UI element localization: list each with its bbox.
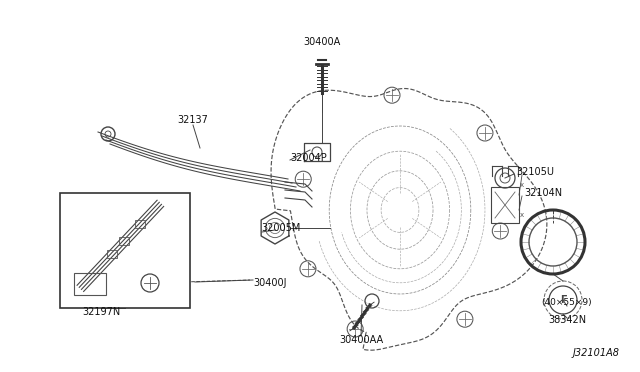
Bar bbox=[135, 220, 145, 228]
Text: J32101A8: J32101A8 bbox=[573, 348, 620, 358]
Text: 30400A: 30400A bbox=[303, 37, 340, 47]
Text: 32004P: 32004P bbox=[290, 153, 327, 163]
Text: Γ: Γ bbox=[560, 295, 566, 305]
Text: 32104N: 32104N bbox=[524, 188, 562, 198]
Bar bbox=[491, 187, 519, 223]
Text: 30400AA: 30400AA bbox=[339, 335, 383, 345]
Bar bbox=[60, 193, 190, 308]
Text: 32005M: 32005M bbox=[261, 223, 300, 233]
Text: 32197N: 32197N bbox=[82, 307, 120, 317]
Bar bbox=[119, 237, 129, 245]
Text: x: x bbox=[520, 212, 524, 218]
Bar bbox=[74, 273, 106, 295]
Text: 38342N: 38342N bbox=[548, 315, 586, 325]
Bar bbox=[107, 250, 117, 258]
Text: 32137: 32137 bbox=[177, 115, 209, 125]
Text: 32105U: 32105U bbox=[516, 167, 554, 177]
Text: x: x bbox=[520, 182, 524, 188]
Text: (40×55×9): (40×55×9) bbox=[541, 298, 592, 307]
Text: 30400J: 30400J bbox=[253, 278, 287, 288]
